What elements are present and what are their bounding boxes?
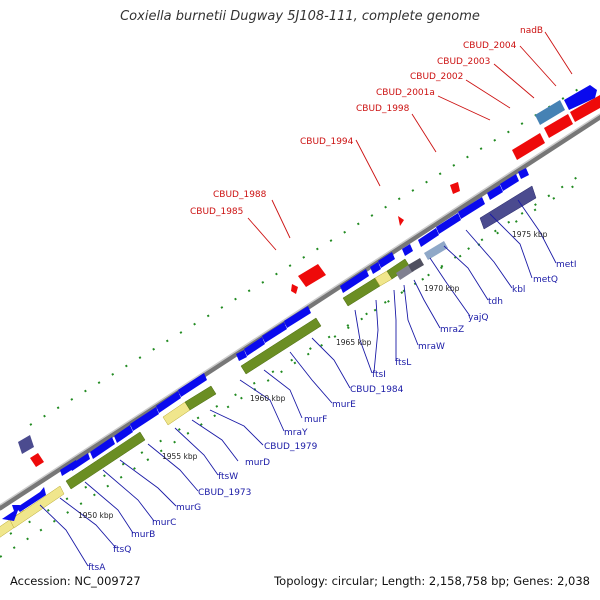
feature-block [18,435,34,454]
gene-label: metI [556,260,577,270]
cds-bar [240,317,322,375]
gene-arrow [402,244,413,256]
scale-tick: 1975 kbp [512,230,548,239]
gene-label: CBUD_2004 [463,41,517,51]
top-leaders [247,31,573,251]
top-genes [535,85,597,125]
gene-label: ftsL [395,358,411,368]
gene-label: ftsW [218,472,238,482]
gene-arrow [500,174,519,191]
gene-label: mraY [284,428,308,438]
gene-label: nadB [520,26,543,36]
gene-label: metQ [533,275,558,285]
feature-block [408,258,424,272]
gene-label: murD [245,458,270,468]
gene-arrow [156,391,181,413]
gene-label: CBUD_1979 [264,442,318,452]
gene-arrow [458,197,485,219]
scale-tick: 1960 kbp [250,394,286,403]
gene-label: CBUD_1994 [300,137,354,147]
gene-arrow [487,185,503,200]
gene-label: murB [131,530,155,540]
gene-label: murG [176,503,201,513]
gene-label: CBUD_1988 [213,190,267,200]
gene-label: CBUD_2003 [437,57,490,67]
gene-arrow [340,269,369,293]
gene-arrow [70,453,90,471]
gene-arrow [244,337,265,356]
cds-bar [9,485,65,529]
gene-arrow [16,487,46,512]
gene-label: yajQ [468,313,488,323]
gene-label: ftsI [372,370,386,380]
gene-label: murF [304,415,327,425]
accession-text: Accession: NC_009727 [10,574,141,588]
forward-genes [2,168,529,521]
gene-label: kbl [512,285,525,295]
cds-bars [0,258,411,538]
gene-arrow [398,216,404,226]
scale-tick: 1965 kbp [336,338,372,347]
gene-arrow [544,114,573,138]
gene-arrow [114,425,133,443]
gene-label: murE [332,400,356,410]
scale-tick: 1950 kbp [78,511,114,520]
gene-label: mraZ [440,325,464,335]
gene-arrow [418,228,439,247]
gene-arrow [570,95,600,122]
reverse-genes [30,95,600,467]
gene-label: CBUD_1973 [198,488,251,498]
lower-dotted-guide [0,171,586,558]
bottom-leaders [39,199,557,567]
gene-arrow [298,264,326,287]
gene-label: CBUD_2002 [410,72,463,82]
gene-arrow [291,284,298,294]
gene-label: CBUD_2001a [376,88,435,98]
gene-arrow [90,437,115,459]
gene-label: murC [152,518,176,528]
gene-arrow [236,350,247,361]
gene-arrow [518,168,529,179]
gene-label: CBUD_1984 [350,385,404,395]
gene-label: mraW [418,342,445,352]
gene-arrow [378,252,395,268]
genome-title: Coxiella burnetii Dugway 5J108-111, comp… [120,9,480,24]
gene-label: tdh [488,297,503,307]
misc-features [18,185,537,454]
gene-arrow [370,262,381,274]
gene-arrow [262,322,287,343]
gene-arrow [284,306,311,328]
gene-arrow [2,505,20,521]
gene-arrow [564,85,597,110]
feature-block [396,264,414,280]
genome-stats-text: Topology: circular; Length: 2,158,758 bp… [274,574,590,588]
scale-tick: 1970 kbp [424,284,460,293]
gene-arrow [512,133,545,160]
feature-block [424,241,448,260]
gene-arrow [535,100,565,125]
lower-row-dotted-guide [9,175,591,535]
gene-label: CBUD_1985 [190,207,243,217]
gene-arrow [178,373,207,397]
cds-bar [65,431,146,490]
scale-tick: 1955 kbp [162,452,198,461]
gene-label: ftsA [88,563,106,573]
gene-arrow [436,213,461,234]
gene-label: CBUD_1998 [356,104,410,114]
cds-bar [184,385,217,411]
gene-arrow [130,407,159,431]
gene-arrow [450,182,460,194]
gene-arrow [30,453,44,467]
gene-label: ftsQ [113,545,131,555]
